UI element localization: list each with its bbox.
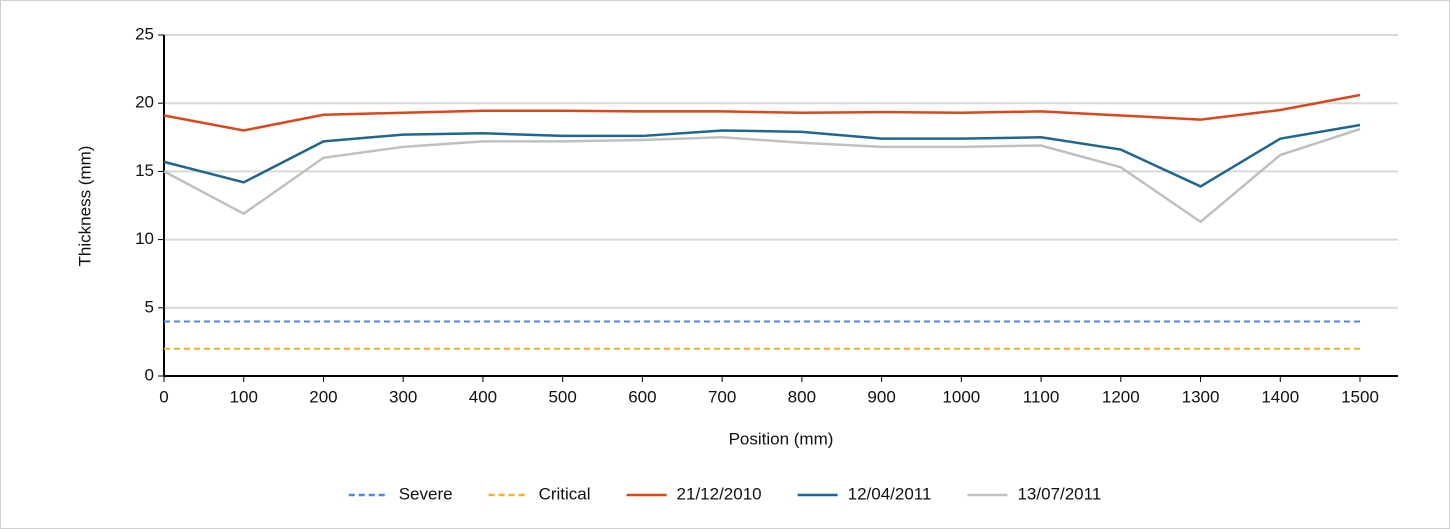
x-tick-label: 100	[230, 387, 258, 406]
y-tick-label: 20	[135, 93, 154, 112]
x-tick-label: 300	[389, 387, 417, 406]
series-line	[163, 93, 1361, 132]
y-tick-label: 15	[135, 161, 154, 180]
x-tick-label: 400	[469, 387, 497, 406]
x-tick-label: 1200	[1102, 387, 1140, 406]
x-tick-label: 900	[867, 387, 895, 406]
x-tick-label: 1300	[1182, 387, 1220, 406]
x-tick-label: 1400	[1261, 387, 1299, 406]
legend-label: 13/07/2011	[1017, 484, 1101, 503]
legend-label: Critical	[539, 484, 591, 503]
series-line	[163, 123, 1361, 188]
series-line	[163, 127, 1361, 224]
y-tick-label: 10	[135, 229, 154, 248]
x-axis-label: Position (mm)	[729, 429, 834, 448]
x-tick-label: 500	[548, 387, 576, 406]
y-tick-label: 0	[145, 365, 154, 384]
x-tick-label: 1100	[1023, 387, 1060, 406]
y-tick-label: 25	[135, 24, 154, 43]
x-tick-label: 600	[628, 387, 656, 406]
x-tick-label: 1500	[1341, 387, 1379, 406]
x-tick-label: 700	[708, 387, 736, 406]
y-tick-label: 5	[145, 297, 154, 316]
x-tick-label: 200	[309, 387, 337, 406]
legend-label: 21/12/2010	[677, 484, 762, 503]
y-axis-label: Thickness (mm)	[75, 146, 94, 267]
x-tick-label: 800	[788, 387, 816, 406]
x-tick-label: 1000	[942, 387, 980, 406]
x-tick-label: 0	[159, 387, 168, 406]
legend-label: 12/04/2011	[848, 484, 932, 503]
legend-label: Severe	[399, 484, 453, 503]
